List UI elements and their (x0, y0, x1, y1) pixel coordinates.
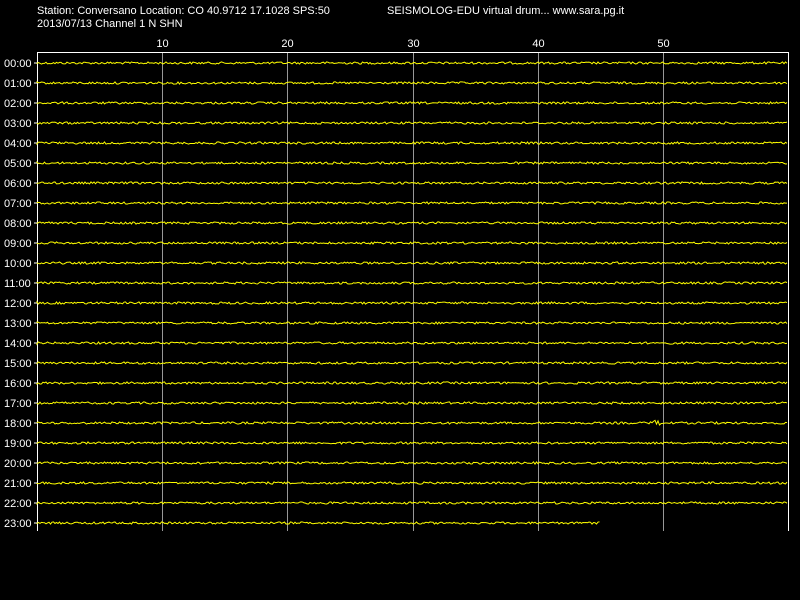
brand-title: SEISMOLOG-EDU virtual drum... www.sara.p… (387, 5, 625, 17)
trace-row (36, 419, 788, 426)
hour-label: 08:00 (4, 218, 32, 230)
trace-row (36, 521, 600, 525)
hour-label: 00:00 (4, 58, 32, 70)
trace-row (36, 241, 788, 245)
trace-row (36, 221, 788, 225)
trace-rows (36, 61, 788, 525)
trace-row (36, 361, 788, 365)
station-info: Station: Conversano Location: CO 40.9712… (37, 5, 330, 17)
hour-label: 19:00 (4, 438, 32, 450)
hour-labels: 00:00 01:00 02:00 03:00 04:00 05:00 06:00 07:00… (4, 58, 32, 530)
trace-row (36, 461, 788, 465)
hour-label: 12:00 (4, 298, 32, 310)
tick-label-30: 30 (407, 38, 419, 50)
trace-row (36, 61, 788, 65)
trace-row (36, 501, 788, 505)
tick-label-20: 20 (281, 38, 293, 50)
tick-label-10: 10 (156, 38, 168, 50)
trace-row (36, 441, 788, 445)
hour-label: 22:00 (4, 498, 32, 510)
hour-label: 16:00 (4, 378, 32, 390)
trace-row (36, 121, 788, 125)
hour-label: 09:00 (4, 238, 32, 250)
hour-label: 01:00 (4, 78, 32, 90)
minute-tick-labels: 10 20 30 40 50 (156, 38, 669, 50)
trace-row (36, 81, 788, 85)
trace-row (36, 300, 788, 305)
hour-label: 04:00 (4, 138, 32, 150)
hour-label: 02:00 (4, 98, 32, 110)
trace-row (36, 381, 788, 385)
trace-row (36, 101, 788, 105)
trace-row (36, 481, 788, 485)
hour-label: 17:00 (4, 398, 32, 410)
hour-label: 11:00 (4, 278, 31, 290)
trace-row (36, 401, 788, 405)
drum-plot-frame (37, 52, 789, 531)
hour-label: 05:00 (4, 158, 32, 170)
tick-label-40: 40 (532, 38, 544, 50)
hour-label: 14:00 (4, 338, 32, 350)
trace-row (36, 341, 788, 346)
hour-label: 06:00 (4, 178, 32, 190)
hour-label: 15:00 (4, 358, 32, 370)
hour-label: 13:00 (4, 318, 32, 330)
hour-label: 10:00 (4, 258, 32, 270)
trace-row (36, 141, 788, 146)
tick-label-50: 50 (657, 38, 669, 50)
hour-label: 20:00 (4, 458, 32, 470)
hour-label: 23:00 (4, 518, 32, 530)
trace-row (36, 261, 788, 265)
trace-row (36, 181, 788, 185)
date-channel-info: 2013/07/13 Channel 1 N SHN (37, 18, 183, 30)
hour-label: 21:00 (4, 478, 32, 490)
trace-row (36, 321, 788, 325)
trace-row (36, 160, 788, 165)
hour-label: 18:00 (4, 418, 32, 430)
hour-label: 07:00 (4, 198, 32, 210)
trace-row (36, 281, 788, 285)
hour-label: 03:00 (4, 118, 32, 130)
trace-row (36, 201, 788, 205)
